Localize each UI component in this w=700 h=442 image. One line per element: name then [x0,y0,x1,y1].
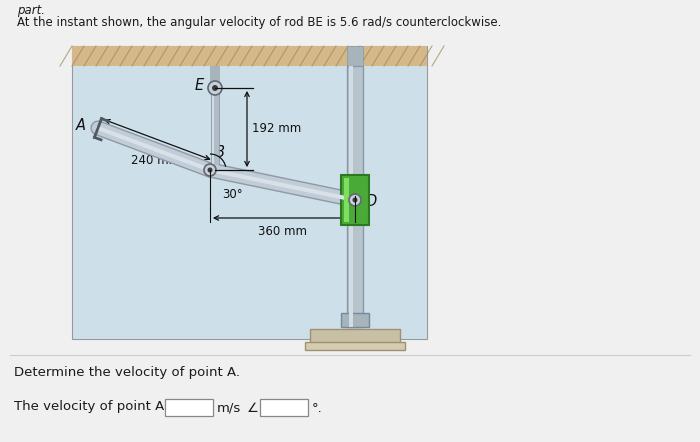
Circle shape [353,198,358,202]
Bar [210,66,220,88]
Text: The velocity of point A is: The velocity of point A is [14,400,183,413]
Bar [310,329,400,343]
Text: B: B [215,145,225,160]
Circle shape [208,81,222,95]
Bar [347,66,363,327]
Bar [72,46,427,66]
Text: ∠: ∠ [247,401,259,415]
Text: 30°: 30° [222,188,243,201]
Bar [165,399,213,416]
Text: E: E [195,79,204,94]
Bar [344,178,349,222]
Text: Determine the velocity of point A.: Determine the velocity of point A. [14,366,240,379]
Text: 360 mm: 360 mm [258,225,307,238]
Bar [341,313,369,327]
Bar [341,175,369,225]
Circle shape [349,194,361,206]
Text: A: A [76,118,86,133]
Bar [349,66,353,327]
Text: °.: °. [312,401,323,415]
Bar [72,46,427,339]
Text: part.: part. [17,4,45,17]
Circle shape [204,164,216,176]
Circle shape [212,85,218,91]
Text: m/s: m/s [217,401,241,415]
Text: At the instant shown, the angular velocity of rod BE is 5.6 rad/s counterclockwi: At the instant shown, the angular veloci… [17,16,501,29]
Bar [260,399,308,416]
Text: 192 mm: 192 mm [252,122,301,136]
Text: D: D [366,194,377,210]
Bar [211,88,219,170]
Bar [212,88,214,170]
Bar [347,46,363,66]
Text: 240 mm: 240 mm [131,154,180,167]
Bar [305,342,405,350]
Circle shape [207,168,213,172]
